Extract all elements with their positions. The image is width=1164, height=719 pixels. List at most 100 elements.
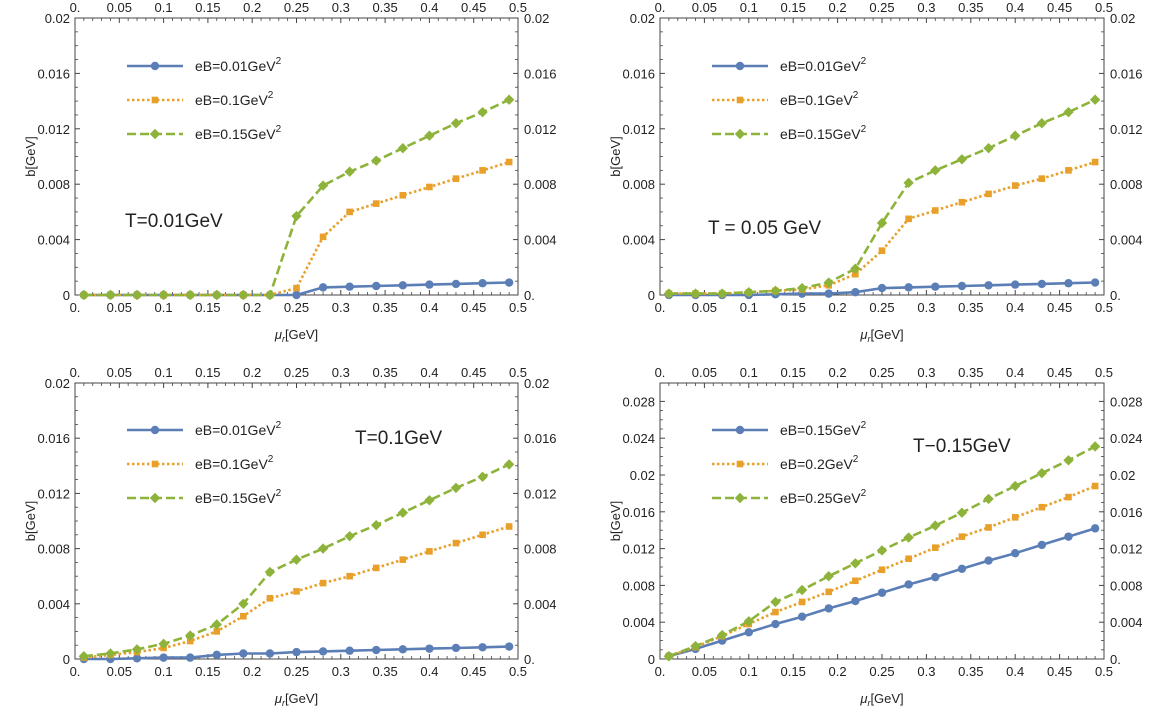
x-tick-label-top: 0.2 (243, 0, 261, 15)
data-point (852, 270, 859, 278)
y-tick-label-right: 0.02 (524, 376, 549, 391)
chart-panel-1: 0. 0. 0.05 0.05 0.1 0.1 0.15 0.15 0.2 0.2 0.25 0.25… (23, 0, 557, 344)
data-point (690, 640, 701, 652)
y-tick-label: 0 (63, 652, 70, 667)
data-point (878, 566, 886, 574)
data-point (504, 278, 514, 287)
data-point (105, 289, 116, 301)
x-tick-label: 0.25 (869, 664, 894, 679)
data-point (505, 158, 513, 166)
data-point (1011, 182, 1019, 189)
x-tick-label: 0.5 (1095, 300, 1113, 315)
y-tick-label-right: 0.012 (1110, 122, 1143, 137)
y-tick-label: 0.012 (37, 486, 70, 501)
x-tick-label: 0.35 (372, 664, 397, 679)
y-tick-label-right: 0.004 (1110, 233, 1143, 248)
x-tick-label-top: 0.5 (1095, 365, 1113, 380)
x-tick-label-top: 0.15 (781, 0, 806, 15)
chart-panel-2: 0. 0. 0.05 0.05 0.1 0.1 0.15 0.15 0.2 0.2 0.25 0.25… (608, 0, 1143, 344)
y-tick-label: 0.02 (630, 11, 655, 26)
legend-entry-1: eB=0.15GeV2 (712, 420, 867, 438)
x-tick-label: 0.35 (958, 664, 983, 679)
y-tick-label-right: 0.004 (524, 233, 557, 248)
y-axis-label: b[GeV] (608, 136, 623, 176)
legend-entry-3: eB=0.15GeV2 (127, 488, 282, 506)
data-point (425, 280, 434, 289)
data-point (151, 96, 159, 104)
data-point (735, 425, 745, 435)
series-3 (663, 94, 1101, 299)
x-tick-label: 0.35 (372, 300, 397, 315)
legend-label: eB=0.2GeV2 (780, 454, 859, 472)
data-point (772, 608, 779, 616)
x-tick-label-top: 0.35 (958, 0, 983, 15)
data-point (1010, 480, 1021, 492)
data-point (771, 619, 780, 629)
data-point (158, 638, 169, 650)
temperature-annotation: T=0.1GeV (355, 428, 442, 449)
data-point (184, 289, 196, 301)
data-point (397, 142, 409, 154)
series-line (668, 98, 1096, 295)
data-point (425, 644, 434, 653)
x-tick-label: 0.5 (1095, 664, 1113, 679)
y-tick-label-right: 0.004 (1110, 615, 1143, 630)
data-point (450, 482, 462, 494)
y-tick-label: 0.012 (622, 122, 655, 137)
x-tick-label-top: 0.3 (332, 365, 350, 380)
y-tick-label-right: 0.004 (524, 597, 557, 612)
data-point (1038, 503, 1046, 511)
data-point (796, 584, 808, 596)
data-point (211, 289, 222, 301)
data-point (663, 288, 675, 299)
data-point (238, 598, 249, 609)
data-point (877, 588, 887, 597)
data-point (904, 283, 913, 292)
data-point (744, 628, 753, 637)
y-tick-label: 0.004 (37, 597, 70, 612)
data-point (716, 629, 728, 641)
data-point (451, 643, 461, 653)
data-point (371, 519, 382, 531)
legend-label: eB=0.15GeV2 (195, 124, 282, 142)
data-point (504, 642, 514, 651)
x-tick-label: 0.35 (958, 300, 983, 315)
data-point (398, 281, 408, 290)
data-point (158, 289, 169, 301)
x-tick-label: 0.2 (829, 664, 847, 679)
data-point (736, 96, 744, 104)
y-tick-label: 0.016 (37, 66, 70, 81)
x-tick-label-top: 0.1 (155, 0, 173, 15)
x-tick-label-top: 0.3 (917, 365, 935, 380)
x-tick-label-top: 0.4 (420, 0, 438, 15)
legend-label: eB=0.01GeV2 (780, 56, 867, 74)
data-point (293, 284, 300, 292)
x-tick-label: 0.4 (420, 664, 438, 679)
data-point (131, 644, 143, 655)
y-tick-label-right: 0.028 (1110, 394, 1143, 409)
legend-label: eB=0.1GeV2 (780, 90, 859, 108)
x-tick-label-top: 0.3 (332, 0, 350, 15)
legend-entry-1: eB=0.01GeV2 (712, 56, 867, 74)
legend-label: eB=0.15GeV2 (780, 420, 867, 438)
data-point (1011, 514, 1019, 521)
chart-panel-4: 0. 0. 0.05 0.05 0.1 0.1 0.15 0.15 0.2 0.2 0.25 0.25… (608, 365, 1143, 708)
data-point (877, 283, 887, 293)
data-point (344, 166, 355, 177)
x-axis-label: μr[GeV] (859, 691, 903, 708)
data-point (478, 643, 487, 652)
data-point (985, 524, 992, 531)
y-axis-label: b[GeV] (23, 136, 38, 176)
x-tick-label: 0. (70, 664, 81, 679)
data-point (477, 471, 488, 483)
data-point (1090, 278, 1100, 287)
data-point (823, 277, 834, 288)
x-tick-label-top: 0. (70, 365, 81, 380)
legend-entry-3: eB=0.25GeV2 (712, 488, 867, 506)
data-point (292, 290, 301, 300)
data-point (505, 523, 513, 530)
y-tick-label: 0.02 (630, 468, 655, 483)
x-tick-label-top: 0. (655, 365, 666, 380)
x-tick-label-top: 0.1 (155, 365, 173, 380)
x-tick-label-top: 0. (70, 0, 81, 15)
